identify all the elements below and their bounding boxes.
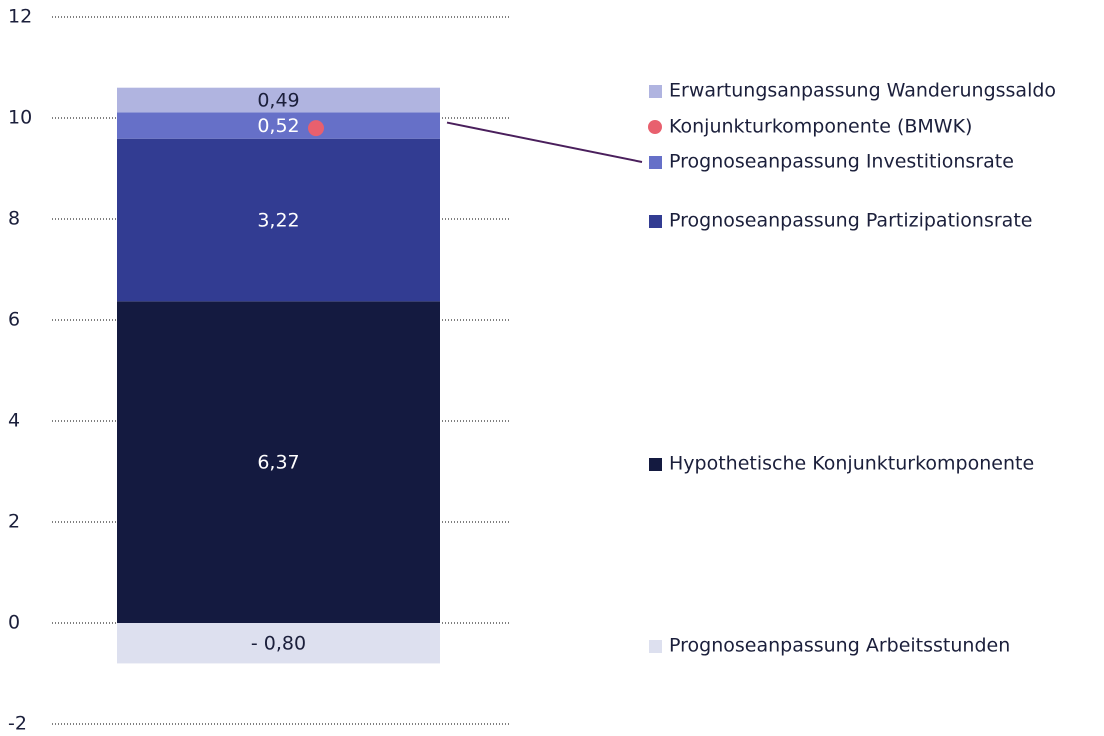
connector [446,121,643,163]
legend-label: Prognoseanpassung Partizipationsrate [669,210,1032,232]
y-tick-label: 10 [8,107,32,129]
value-label: - 0,80 [251,633,306,655]
legend-marker [649,156,662,169]
y-tick-label: -2 [8,713,27,735]
legend-label: Erwartungsanpassung Wanderungssaldo [669,80,1056,102]
legend-marker [649,458,662,471]
y-tick-label: 0 [8,612,20,634]
legend-label: Konjunkturkomponente (BMWK) [669,116,972,138]
bar-segment [117,112,440,139]
bar-segment [117,623,440,664]
value-label: 6,37 [257,452,299,474]
value-label: 0,49 [257,90,299,112]
legend-label: Prognoseanpassung Investitionsrate [669,151,1014,173]
bar-segment [117,87,440,113]
value-label: 0,52 [257,115,299,137]
y-tick-label: 2 [8,511,20,533]
legend-label: Hypothetische Konjunkturkomponente [669,453,1034,475]
y-tick-label: 8 [8,208,20,230]
bar-segment [117,301,440,623]
value-label: 3,22 [257,210,299,232]
y-tick-label: 6 [8,309,20,331]
bar-segment [117,138,440,302]
y-tick-label: 4 [8,410,20,432]
legend-marker [649,640,662,653]
legend-marker [649,85,662,98]
marker-dot [308,120,324,137]
legend-marker [648,120,662,134]
legend-label: Prognoseanpassung Arbeitsstunden [669,635,1010,657]
y-tick-label: 12 [8,6,32,28]
legend-marker [649,215,662,228]
